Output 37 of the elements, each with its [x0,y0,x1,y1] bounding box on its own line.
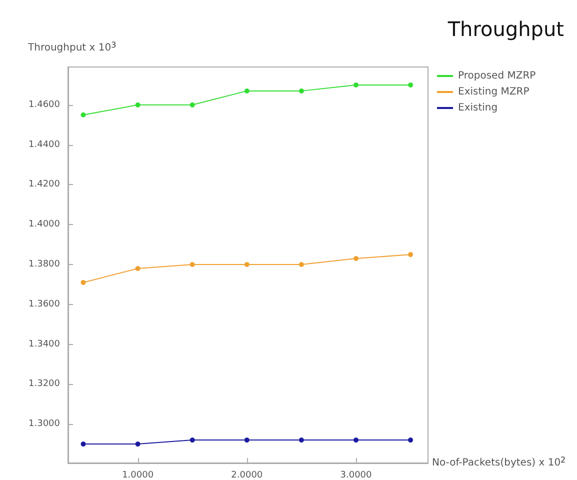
point [190,102,195,108]
point [244,262,250,267]
legend-label: Existing MZRP [458,86,530,98]
point [354,256,358,262]
y-tick-label: 1.4400 [28,140,60,150]
point [298,88,304,94]
point [408,82,414,88]
point [408,252,414,258]
y-tick-label: 1.3600 [28,299,60,310]
point [298,262,304,267]
point [190,438,195,443]
y-tick-label: 1.3000 [28,419,60,430]
point [190,262,195,267]
y-tick-label: 1.4000 [28,220,60,230]
y-tick-label: 1.4200 [28,180,60,190]
y-tick-label: 1.3400 [28,339,60,350]
y-tick-label: 1.3800 [28,260,60,270]
point [354,438,358,443]
point [244,438,250,443]
legend-label: Proposed MZRP [458,70,536,82]
point [354,82,358,88]
point [408,438,414,443]
x-tick-label: 1.0000 [122,470,154,480]
x-tick-label: 2.0000 [231,470,263,480]
point [80,280,86,285]
y-tick-label: 1.4600 [28,100,60,110]
point [298,438,304,443]
x-tick-label: 3.0000 [340,470,372,480]
point [244,88,250,94]
legend-label: Existing [458,102,498,114]
point [135,442,140,447]
point [135,102,140,108]
y-tick-label: 1.3200 [28,379,60,390]
point [135,266,140,271]
point [80,112,86,118]
text: Throughput [446,17,564,41]
point [80,442,86,447]
